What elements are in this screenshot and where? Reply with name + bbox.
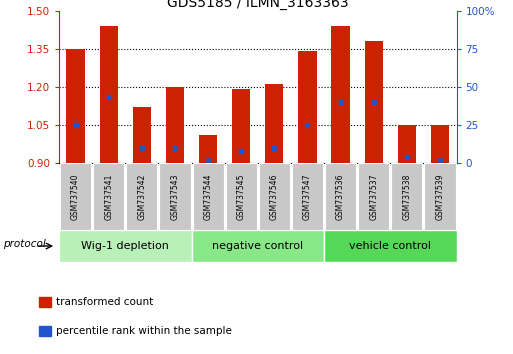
Bar — [67, 48, 85, 163]
Text: percentile rank within the sample: percentile rank within the sample — [56, 326, 232, 336]
Text: protocol: protocol — [3, 239, 46, 250]
Text: GSM737546: GSM737546 — [270, 173, 279, 220]
FancyBboxPatch shape — [192, 163, 224, 230]
Text: GSM737547: GSM737547 — [303, 173, 312, 220]
Text: GSM737542: GSM737542 — [137, 173, 146, 220]
Bar — [365, 41, 383, 163]
Bar — [299, 51, 317, 163]
FancyBboxPatch shape — [93, 163, 124, 230]
FancyBboxPatch shape — [226, 163, 257, 230]
Text: GSM737545: GSM737545 — [236, 173, 246, 220]
Bar — [398, 125, 416, 163]
Text: GSM737540: GSM737540 — [71, 173, 80, 220]
Title: GDS5185 / ILMN_3163363: GDS5185 / ILMN_3163363 — [167, 0, 349, 10]
Bar — [166, 87, 184, 163]
Text: GSM737541: GSM737541 — [104, 173, 113, 220]
Text: negative control: negative control — [212, 241, 303, 251]
FancyBboxPatch shape — [324, 230, 457, 262]
FancyBboxPatch shape — [60, 163, 91, 230]
Bar — [199, 135, 217, 163]
FancyBboxPatch shape — [191, 230, 324, 262]
Bar — [133, 107, 151, 163]
Bar — [100, 26, 118, 163]
FancyBboxPatch shape — [391, 163, 422, 230]
FancyBboxPatch shape — [259, 163, 290, 230]
Text: GSM737539: GSM737539 — [436, 173, 444, 220]
FancyBboxPatch shape — [59, 230, 191, 262]
Bar — [40, 297, 51, 307]
Bar — [40, 326, 51, 336]
Text: transformed count: transformed count — [56, 297, 153, 307]
Bar — [265, 84, 284, 163]
Text: GSM737543: GSM737543 — [170, 173, 180, 220]
FancyBboxPatch shape — [325, 163, 356, 230]
Bar — [431, 125, 449, 163]
Text: Wig-1 depletion: Wig-1 depletion — [82, 241, 169, 251]
Bar — [232, 89, 250, 163]
Text: vehicle control: vehicle control — [349, 241, 431, 251]
Text: GSM737536: GSM737536 — [336, 173, 345, 220]
FancyBboxPatch shape — [126, 163, 157, 230]
FancyBboxPatch shape — [424, 163, 456, 230]
FancyBboxPatch shape — [358, 163, 389, 230]
Text: GSM737537: GSM737537 — [369, 173, 378, 220]
Bar — [331, 26, 350, 163]
Text: GSM737544: GSM737544 — [204, 173, 212, 220]
FancyBboxPatch shape — [292, 163, 323, 230]
FancyBboxPatch shape — [160, 163, 190, 230]
Text: GSM737538: GSM737538 — [402, 173, 411, 220]
